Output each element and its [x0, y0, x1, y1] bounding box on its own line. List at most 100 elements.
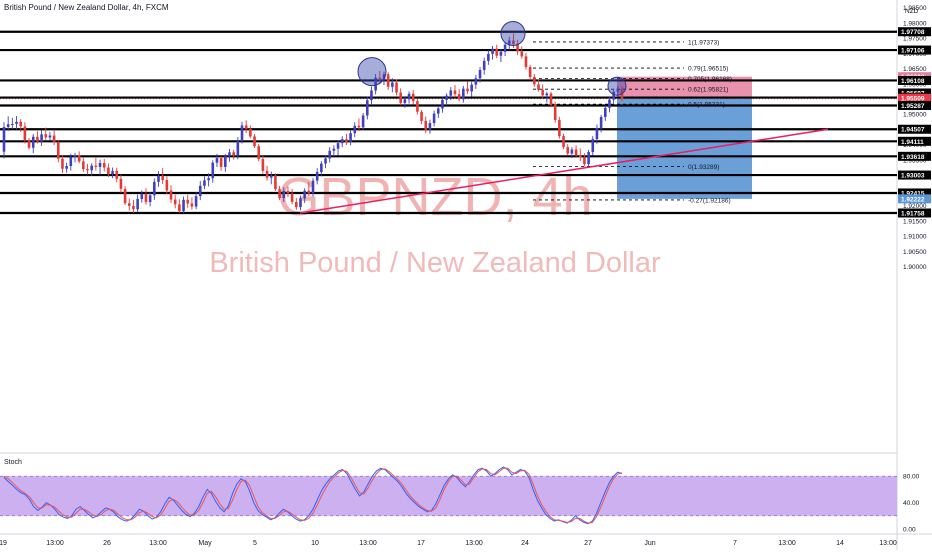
candle-body[interactable]: [411, 93, 415, 102]
candle-body[interactable]: [165, 180, 169, 191]
candle-body[interactable]: [224, 156, 227, 167]
candle-body[interactable]: [391, 82, 394, 87]
candle-body[interactable]: [232, 152, 235, 156]
candle-body[interactable]: [295, 201, 298, 208]
candle-body[interactable]: [2, 127, 6, 152]
price-tag[interactable]: [898, 208, 931, 218]
price-tag[interactable]: [898, 170, 931, 180]
candle-body[interactable]: [274, 175, 277, 190]
candle-body[interactable]: [307, 190, 311, 194]
candle-body[interactable]: [482, 60, 486, 71]
candle-body[interactable]: [516, 44, 519, 52]
candle-body[interactable]: [52, 135, 56, 143]
candle-body[interactable]: [111, 170, 114, 175]
candle-body[interactable]: [457, 94, 461, 100]
highlight-circle[interactable]: [607, 76, 627, 96]
candle-body[interactable]: [332, 148, 336, 151]
candle-body[interactable]: [583, 157, 586, 165]
candle-body[interactable]: [436, 108, 440, 114]
candle-body[interactable]: [462, 88, 465, 100]
candle-body[interactable]: [349, 133, 352, 142]
candle-body[interactable]: [424, 120, 428, 130]
candle-body[interactable]: [240, 125, 244, 142]
candle-body[interactable]: [6, 124, 10, 128]
candle-body[interactable]: [416, 101, 419, 112]
stoch-series-d[interactable]: [3, 467, 623, 524]
candle-body[interactable]: [499, 51, 503, 56]
candle-body[interactable]: [278, 189, 281, 199]
candle-body[interactable]: [608, 99, 611, 108]
candle-body[interactable]: [169, 190, 173, 200]
candle-body[interactable]: [528, 66, 532, 78]
candle-body[interactable]: [228, 152, 231, 157]
candle-body[interactable]: [82, 161, 85, 170]
candle-body[interactable]: [61, 158, 64, 169]
candle-body[interactable]: [474, 78, 478, 85]
trendline[interactable]: [299, 128, 829, 214]
candle-body[interactable]: [328, 150, 331, 159]
candle-body[interactable]: [127, 203, 131, 206]
candle-body[interactable]: [123, 188, 127, 204]
candle-body[interactable]: [512, 40, 515, 45]
candle-body[interactable]: [207, 178, 210, 181]
candle-body[interactable]: [361, 115, 365, 128]
candle-body[interactable]: [507, 40, 511, 45]
candle-body[interactable]: [365, 100, 369, 116]
candle-body[interactable]: [357, 125, 361, 128]
candle-body[interactable]: [445, 95, 448, 100]
candle-body[interactable]: [487, 53, 490, 61]
candle-body[interactable]: [19, 121, 22, 127]
candle-body[interactable]: [261, 159, 265, 171]
highlight-circle[interactable]: [500, 20, 526, 46]
price-tag[interactable]: [898, 194, 931, 204]
candle-body[interactable]: [86, 169, 89, 171]
candle-body[interactable]: [253, 136, 256, 147]
candle-body[interactable]: [407, 93, 411, 100]
candle-body[interactable]: [566, 147, 570, 154]
candle-body[interactable]: [144, 194, 148, 202]
candle-body[interactable]: [587, 151, 590, 165]
price-tag[interactable]: [898, 100, 931, 110]
candle-body[interactable]: [558, 120, 561, 137]
candle-body[interactable]: [570, 149, 574, 154]
candle-body[interactable]: [533, 77, 536, 85]
candle-body[interactable]: [90, 165, 93, 171]
candle-body[interactable]: [148, 195, 152, 202]
candle-body[interactable]: [11, 123, 14, 125]
candle-body[interactable]: [420, 111, 423, 121]
price-tag[interactable]: [898, 27, 931, 37]
candle-body[interactable]: [77, 155, 81, 162]
candle-body[interactable]: [48, 135, 52, 138]
candle-body[interactable]: [449, 90, 453, 96]
candle-body[interactable]: [257, 146, 261, 160]
price-tag[interactable]: [898, 45, 931, 55]
candle-body[interactable]: [378, 77, 382, 81]
candle-body[interactable]: [382, 74, 386, 81]
candle-body[interactable]: [599, 116, 603, 128]
candle-body[interactable]: [612, 91, 615, 100]
candle-body[interactable]: [399, 92, 402, 103]
candle-body[interactable]: [324, 158, 327, 164]
candle-body[interactable]: [520, 51, 524, 57]
candle-body[interactable]: [541, 89, 544, 96]
candle-body[interactable]: [524, 56, 528, 67]
candle-body[interactable]: [616, 88, 620, 92]
candle-body[interactable]: [315, 172, 319, 181]
candle-body[interactable]: [244, 125, 248, 129]
candle-body[interactable]: [503, 44, 507, 52]
candle-body[interactable]: [432, 113, 436, 124]
candle-body[interactable]: [173, 199, 177, 205]
candle-body[interactable]: [553, 105, 557, 121]
candle-body[interactable]: [73, 155, 77, 158]
candle-body[interactable]: [403, 99, 407, 103]
stoch-series-k[interactable]: [3, 466, 623, 525]
candle-body[interactable]: [27, 140, 31, 148]
candle-body[interactable]: [604, 107, 607, 117]
candle-body[interactable]: [370, 90, 373, 101]
candle-body[interactable]: [478, 70, 482, 79]
candle-body[interactable]: [153, 181, 156, 196]
candle-body[interactable]: [40, 134, 43, 142]
candle-body[interactable]: [282, 190, 286, 199]
candle-body[interactable]: [386, 74, 390, 87]
candle-body[interactable]: [69, 157, 73, 167]
